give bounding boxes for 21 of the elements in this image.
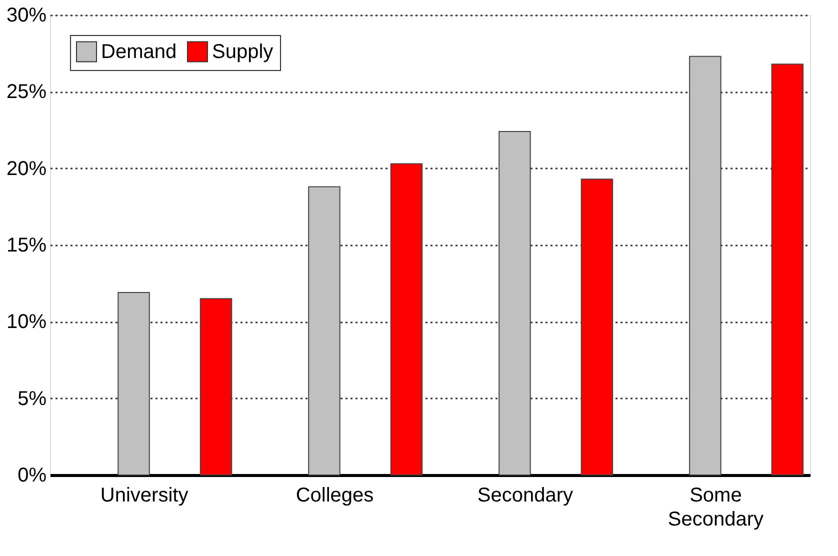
x-tick-label: Secondary: [477, 484, 574, 506]
bar: [580, 178, 614, 476]
bar: [308, 186, 340, 476]
y-tick-label: 25%: [6, 81, 47, 104]
y-tick-label: 5%: [18, 388, 47, 410]
bar: [390, 163, 423, 476]
legend-label: Supply: [212, 40, 274, 63]
bar: [689, 56, 722, 476]
bar: [771, 64, 804, 476]
y-tick-label: 30%: [6, 4, 47, 26]
y-tick-label: 0%: [18, 464, 47, 486]
y-tick-label: 10%: [6, 311, 47, 334]
x-tick-label: Some Secondary: [668, 484, 764, 530]
y-tick-label: 15%: [6, 234, 47, 256]
bar: [498, 131, 531, 476]
x-tick-label: University: [100, 484, 188, 506]
y-tick-label: 20%: [6, 158, 47, 180]
bar: [118, 292, 150, 476]
legend-label: Demand: [101, 40, 177, 63]
bar: [200, 298, 232, 476]
x-tick-label: Colleges: [296, 484, 374, 506]
